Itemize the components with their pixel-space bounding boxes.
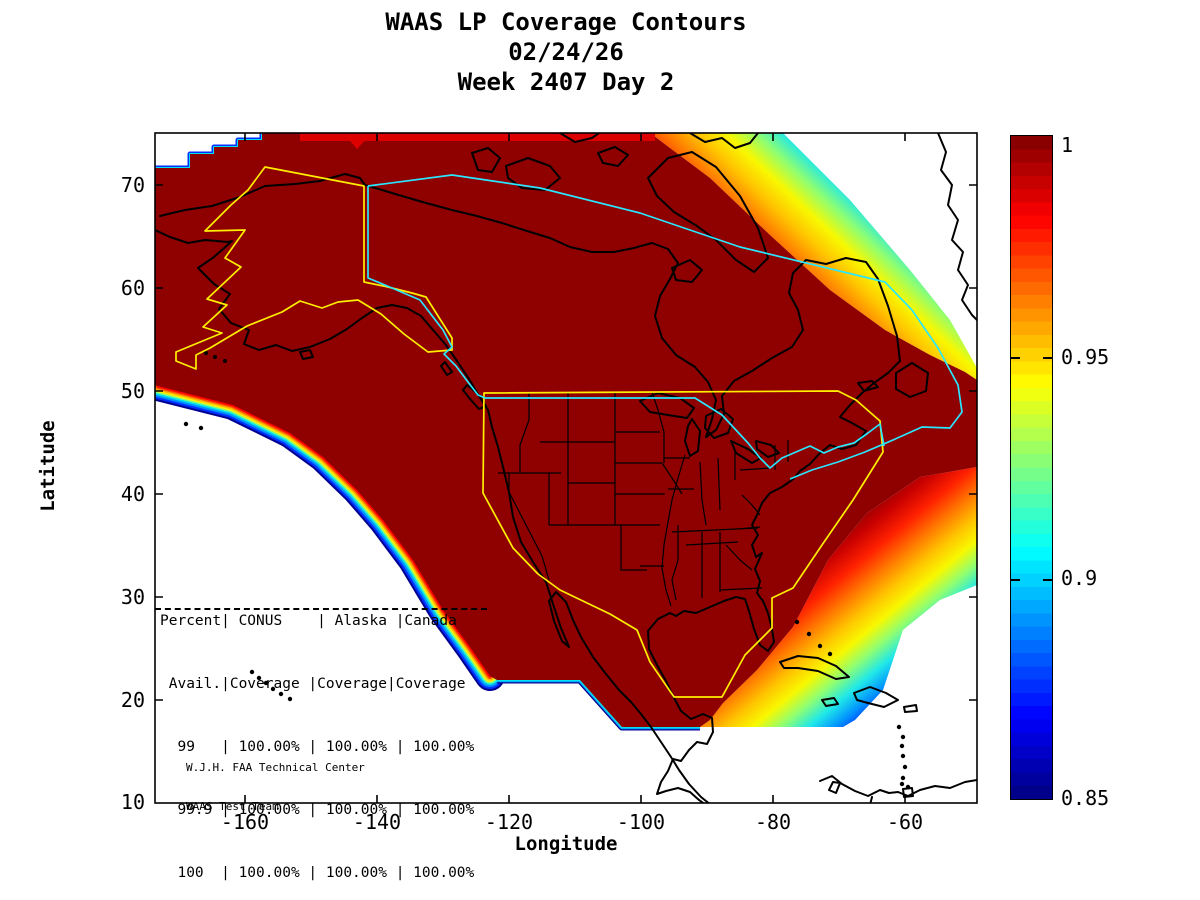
coverage-region	[155, 133, 977, 727]
coverage-table-header: Avail.|Coverage |Coverage|Coverage	[160, 676, 466, 692]
y-tick-label: 10	[120, 790, 145, 814]
x-tick-label: -140	[352, 810, 402, 834]
contour-band-northeast	[650, 133, 977, 380]
coverage-table-header: Percent| CONUS | Alaska |Canada	[160, 613, 457, 629]
axis-ticks	[155, 133, 977, 803]
plot-frame	[154, 132, 978, 804]
colorbar	[1010, 135, 1053, 800]
x-tick-label: -100	[616, 810, 666, 834]
y-tick-label: 70	[120, 173, 145, 197]
colorbar-label: 0.9	[1061, 566, 1098, 590]
x-axis-label: Longitude	[514, 833, 618, 855]
y-tick-label: 60	[120, 276, 145, 300]
chart-subtitle-date: 02/24/26	[508, 38, 624, 66]
y-tick-label: 40	[120, 482, 145, 506]
y-tick-label: 30	[120, 585, 145, 609]
credit-line: W.J.H. FAA Technical Center	[186, 761, 365, 774]
island-dots	[183, 351, 911, 790]
table-separator	[155, 608, 487, 610]
colorbar-label: 0.85	[1061, 786, 1110, 810]
y-tick-label: 20	[120, 688, 145, 712]
coverage-table-row: 99.9 | 100.00% | 100.00% | 100.00%	[160, 802, 475, 818]
service-boundary	[367, 174, 963, 480]
coastlines	[155, 133, 977, 803]
chart-title: WAAS LP Coverage Contours	[385, 8, 747, 36]
x-tick-label: -160	[220, 810, 270, 834]
top-edge-contour-strip	[300, 133, 655, 149]
coverage-table-row: 99 | 100.00% | 100.00% | 100.00%	[160, 739, 475, 755]
x-tick-label: -60	[886, 810, 924, 834]
coverage-table: Percent| CONUS | Alaska |Canada Avail.|C…	[160, 569, 474, 900]
credit-line: WAAS Test Team	[186, 800, 279, 813]
colorbar-label: 1	[1061, 133, 1074, 157]
y-axis-label: Latitude	[37, 420, 59, 512]
alaska-boundary	[175, 166, 453, 370]
contour-band-caribbean	[700, 467, 977, 727]
coverage-table-row: 100 | 100.00% | 100.00% | 100.00%	[160, 865, 475, 881]
credit-text: W.J.H. FAA Technical Center WAAS Test Te…	[186, 735, 365, 839]
y-tick-label: 50	[120, 379, 145, 403]
chart-subtitle-week: Week 2407 Day 2	[457, 68, 675, 96]
state-borders	[498, 391, 789, 607]
x-tick-label: -80	[754, 810, 792, 834]
colorbar-label: 0.95	[1061, 345, 1110, 369]
x-tick-label: -120	[484, 810, 534, 834]
